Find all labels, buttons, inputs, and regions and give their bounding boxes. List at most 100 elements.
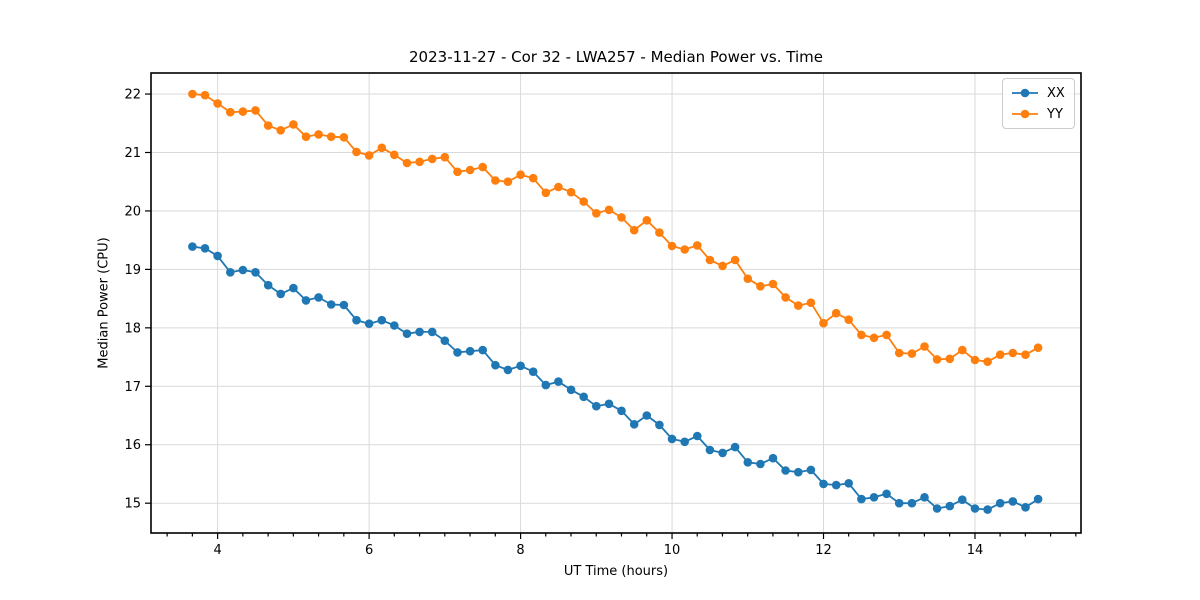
data-point: [579, 197, 588, 206]
data-point: [806, 298, 816, 308]
data-point: [541, 380, 551, 390]
data-point: [554, 377, 563, 386]
data-point: [844, 479, 853, 488]
data-point: [528, 173, 538, 183]
data-point: [945, 354, 955, 364]
data-point: [1033, 494, 1043, 504]
data-point: [730, 255, 740, 265]
data-point: [831, 480, 841, 490]
tick-labels: 4 6 8 10 12 14 15 16 17 18 19 20 21 22: [124, 88, 983, 558]
data-point: [958, 495, 967, 505]
data-point: [1033, 343, 1043, 353]
data-point: [831, 308, 841, 318]
legend-item-XX: XX: [1010, 84, 1065, 102]
data-point: [516, 361, 525, 371]
y-tick-label: 21: [124, 146, 141, 161]
data-point: [541, 188, 551, 198]
data-point: [200, 90, 210, 100]
data-point: [226, 107, 235, 117]
x-tick-label: 4: [214, 543, 222, 558]
data-point: [718, 448, 727, 458]
data-point: [743, 274, 753, 284]
data-point: [339, 133, 349, 142]
data-point: [390, 150, 399, 160]
data-point: [326, 132, 336, 141]
data-point: [440, 336, 450, 346]
data-point: [655, 228, 664, 237]
axis-ticks: [145, 93, 1077, 539]
data-point: [1008, 497, 1018, 506]
data-point: [251, 268, 260, 277]
data-point: [503, 177, 513, 186]
data-point: [592, 209, 601, 218]
data-point: [289, 120, 298, 129]
data-point: [453, 167, 462, 177]
series-YY: [188, 89, 1043, 367]
data-point: [200, 244, 210, 253]
data-point: [427, 327, 437, 337]
data-point: [566, 385, 576, 395]
data-point: [958, 345, 967, 355]
data-point: [781, 466, 790, 475]
data-point: [276, 126, 286, 135]
data-point: [693, 241, 702, 250]
data-point: [819, 318, 828, 328]
data-point: [705, 255, 715, 265]
data-point: [642, 411, 652, 420]
chart-title: 2023-11-27 - Cor 32 - LWA257 - Median Po…: [409, 48, 823, 66]
data-point: [566, 187, 576, 197]
data-point: [314, 293, 323, 302]
data-point: [503, 365, 513, 375]
data-point: [604, 205, 614, 215]
data-point: [592, 401, 601, 411]
data-point: [629, 420, 639, 429]
data-point: [642, 216, 652, 225]
data-point: [188, 242, 197, 251]
data-point: [453, 348, 462, 357]
data-point: [680, 245, 689, 254]
x-tick-label: 8: [516, 543, 524, 558]
data-point: [364, 151, 374, 160]
data-point: [680, 437, 689, 447]
data-point: [781, 293, 790, 302]
data-point: [326, 300, 336, 309]
data-point: [402, 329, 412, 339]
data-point: [339, 300, 349, 310]
data-point: [554, 182, 563, 192]
x-tick-label: 10: [664, 543, 681, 558]
series-XX: [188, 242, 1043, 514]
data-point: [794, 301, 803, 310]
legend: XX YY: [1002, 78, 1075, 129]
data-point: [869, 493, 879, 502]
data-point: [907, 349, 917, 358]
data-point: [377, 315, 387, 325]
data-point: [213, 251, 222, 261]
data-point: [213, 99, 222, 108]
data-point: [491, 360, 500, 370]
data-point: [907, 498, 917, 508]
data-point: [705, 445, 715, 455]
data-point: [995, 498, 1005, 508]
data-point: [1021, 503, 1030, 512]
data-point: [844, 315, 853, 325]
data-point: [1008, 348, 1018, 358]
data-point: [465, 346, 475, 356]
data-point: [869, 333, 879, 343]
data-point: [920, 493, 929, 502]
y-tick-label: 22: [124, 88, 141, 103]
data-point: [390, 321, 399, 330]
data-point: [857, 330, 866, 340]
legend-sample-marker: [1020, 88, 1030, 98]
data-point: [857, 494, 866, 504]
y-tick-label: 19: [124, 263, 141, 278]
data-point: [894, 348, 904, 358]
data-point: [882, 330, 891, 340]
grid-lines: [151, 73, 1081, 533]
data-point: [730, 442, 740, 452]
plot-border: [150, 72, 1082, 534]
data-point: [756, 459, 765, 469]
data-point: [301, 132, 311, 141]
legend-item-YY: YY: [1010, 105, 1065, 123]
